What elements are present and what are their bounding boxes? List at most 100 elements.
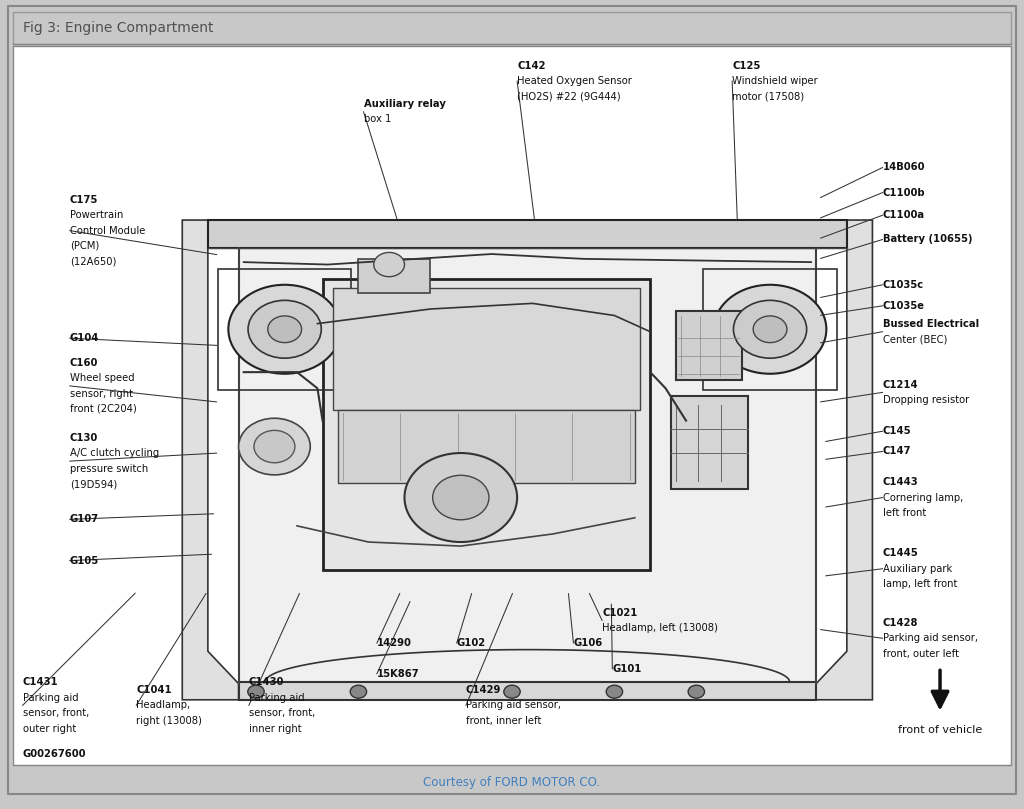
Text: C1429: C1429 bbox=[466, 685, 502, 695]
Text: Fig 3: Engine Compartment: Fig 3: Engine Compartment bbox=[23, 21, 213, 36]
Text: Auxiliary relay: Auxiliary relay bbox=[364, 99, 445, 109]
Text: A/C clutch cycling: A/C clutch cycling bbox=[70, 448, 159, 459]
Text: C1021: C1021 bbox=[602, 608, 638, 618]
Circle shape bbox=[404, 453, 517, 542]
Circle shape bbox=[268, 316, 302, 343]
Text: right (13008): right (13008) bbox=[136, 716, 202, 726]
Text: Cornering lamp,: Cornering lamp, bbox=[883, 493, 963, 502]
Text: C142: C142 bbox=[517, 61, 546, 70]
Text: Headlamp, left (13008): Headlamp, left (13008) bbox=[602, 623, 718, 633]
Bar bbox=[208, 220, 847, 248]
Text: C1430: C1430 bbox=[249, 677, 285, 688]
Text: Parking aid: Parking aid bbox=[249, 693, 304, 703]
Text: (PCM): (PCM) bbox=[70, 241, 99, 251]
Circle shape bbox=[350, 685, 367, 698]
Text: front, inner left: front, inner left bbox=[466, 716, 542, 726]
Text: pressure switch: pressure switch bbox=[70, 464, 147, 474]
Text: G107: G107 bbox=[70, 515, 98, 524]
Text: C1100b: C1100b bbox=[883, 188, 926, 197]
Text: C160: C160 bbox=[70, 358, 98, 368]
Bar bbox=[333, 288, 640, 410]
Bar bbox=[13, 12, 1011, 44]
Text: front (2C204): front (2C204) bbox=[70, 404, 136, 414]
Text: G101: G101 bbox=[612, 664, 642, 674]
Text: C145: C145 bbox=[883, 426, 911, 436]
Text: (19D594): (19D594) bbox=[70, 479, 117, 489]
Text: C1443: C1443 bbox=[883, 477, 919, 487]
Text: Powertrain: Powertrain bbox=[70, 210, 123, 220]
Text: C1035e: C1035e bbox=[883, 301, 925, 311]
Bar bbox=[323, 279, 650, 570]
Text: C1035c: C1035c bbox=[883, 280, 924, 290]
Text: Windshield wiper: Windshield wiper bbox=[732, 76, 818, 86]
Bar bbox=[239, 682, 816, 700]
Text: motor (17508): motor (17508) bbox=[732, 91, 804, 101]
Circle shape bbox=[754, 316, 786, 343]
Text: sensor, front,: sensor, front, bbox=[249, 708, 315, 718]
Bar bbox=[239, 248, 816, 684]
Text: outer right: outer right bbox=[23, 723, 76, 734]
Text: C1041: C1041 bbox=[136, 685, 172, 695]
Bar bbox=[703, 269, 837, 390]
Text: G105: G105 bbox=[70, 556, 99, 565]
Text: 14B060: 14B060 bbox=[883, 163, 926, 172]
Polygon shape bbox=[816, 220, 872, 700]
Bar bbox=[218, 269, 351, 390]
Text: C175: C175 bbox=[70, 195, 98, 205]
Circle shape bbox=[248, 685, 264, 698]
Text: (HO2S) #22 (9G444): (HO2S) #22 (9G444) bbox=[517, 91, 621, 101]
Text: Parking aid sensor,: Parking aid sensor, bbox=[466, 701, 561, 710]
Circle shape bbox=[254, 430, 295, 463]
Text: Control Module: Control Module bbox=[70, 226, 145, 235]
Circle shape bbox=[733, 300, 807, 358]
Text: G102: G102 bbox=[457, 638, 485, 648]
Circle shape bbox=[688, 685, 705, 698]
Text: left front: left front bbox=[883, 508, 926, 518]
Bar bbox=[358, 259, 430, 293]
Text: (12A650): (12A650) bbox=[70, 256, 116, 266]
Circle shape bbox=[714, 285, 826, 374]
Text: Bussed Electrical: Bussed Electrical bbox=[883, 319, 979, 329]
Circle shape bbox=[228, 285, 341, 374]
Text: G104: G104 bbox=[70, 333, 99, 343]
Text: front, outer left: front, outer left bbox=[883, 649, 958, 659]
Circle shape bbox=[504, 685, 520, 698]
Text: Center (BEC): Center (BEC) bbox=[883, 334, 947, 345]
Text: sensor, front,: sensor, front, bbox=[23, 708, 89, 718]
Text: Dropping resistor: Dropping resistor bbox=[883, 395, 969, 405]
Text: C130: C130 bbox=[70, 433, 98, 443]
Text: 15K867: 15K867 bbox=[377, 669, 420, 679]
Circle shape bbox=[432, 475, 489, 520]
Text: 14290: 14290 bbox=[377, 638, 412, 648]
Text: sensor, right: sensor, right bbox=[70, 388, 133, 399]
Bar bbox=[13, 46, 1011, 765]
Text: G106: G106 bbox=[573, 638, 603, 648]
Bar bbox=[676, 311, 742, 380]
Text: C1445: C1445 bbox=[883, 549, 919, 558]
Text: C1100a: C1100a bbox=[883, 210, 925, 220]
Text: Battery (10655): Battery (10655) bbox=[883, 235, 972, 244]
Circle shape bbox=[239, 418, 310, 475]
Text: inner right: inner right bbox=[249, 723, 301, 734]
Text: lamp, left front: lamp, left front bbox=[883, 579, 957, 589]
Text: front of vehicle: front of vehicle bbox=[898, 725, 982, 735]
Bar bbox=[671, 396, 748, 489]
Text: Courtesy of FORD MOTOR CO.: Courtesy of FORD MOTOR CO. bbox=[424, 776, 600, 789]
Text: Auxiliary park: Auxiliary park bbox=[883, 564, 952, 574]
Text: C1428: C1428 bbox=[883, 618, 919, 628]
Text: C1214: C1214 bbox=[883, 379, 919, 390]
Polygon shape bbox=[182, 220, 239, 700]
Text: C147: C147 bbox=[883, 447, 911, 456]
Circle shape bbox=[248, 300, 322, 358]
Text: C125: C125 bbox=[732, 61, 761, 70]
Circle shape bbox=[374, 252, 404, 277]
Text: Parking aid sensor,: Parking aid sensor, bbox=[883, 633, 978, 643]
Text: G00267600: G00267600 bbox=[23, 749, 86, 759]
Text: Heated Oxygen Sensor: Heated Oxygen Sensor bbox=[517, 76, 632, 86]
Text: Parking aid: Parking aid bbox=[23, 693, 78, 703]
Text: box 1: box 1 bbox=[364, 114, 391, 125]
Text: Wheel speed: Wheel speed bbox=[70, 373, 134, 383]
Text: C1431: C1431 bbox=[23, 677, 58, 688]
Bar bbox=[338, 410, 635, 483]
Text: Headlamp,: Headlamp, bbox=[136, 701, 190, 710]
